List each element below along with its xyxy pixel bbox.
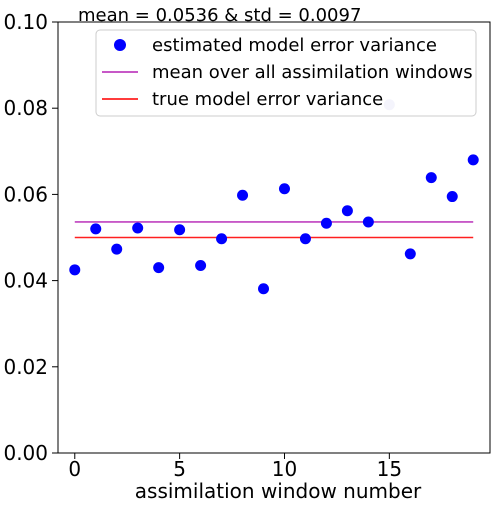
data-point [446, 191, 458, 203]
data-point [216, 233, 228, 245]
y-tick-label: 0.02 [3, 355, 48, 379]
legend-box [95, 29, 477, 117]
x-tick-label: 10 [272, 457, 297, 481]
y-tick-label: 0.10 [3, 10, 48, 34]
x-tick-label: 5 [173, 457, 186, 481]
data-point [320, 217, 332, 229]
x-tick-label: 15 [377, 457, 402, 481]
legend-entry: true model error variance [152, 89, 383, 110]
axes: 0 5 10 15 0.00 0.02 0.04 0.06 0.08 0.10 [3, 10, 402, 481]
data-point [404, 248, 416, 260]
data-point [425, 172, 437, 184]
data-point [174, 224, 186, 236]
data-point [132, 222, 144, 234]
data-point [299, 233, 311, 245]
data-point [237, 189, 249, 201]
data-point [341, 205, 353, 217]
data-point [153, 262, 165, 274]
x-tick-label: 0 [68, 457, 81, 481]
plot-frame [57, 21, 491, 454]
legend-entry: mean over all assimilation windows [152, 62, 473, 83]
data-point [195, 260, 207, 272]
plot-marks [69, 99, 479, 295]
data-point [69, 264, 81, 276]
y-tick-label: 0.04 [3, 269, 48, 293]
data-point [467, 154, 479, 166]
y-tick-label: 0.08 [3, 96, 48, 120]
data-point [111, 243, 123, 255]
chart-title: mean = 0.0536 & std = 0.0097 [78, 5, 361, 26]
x-axis-label: assimilation window number [135, 479, 422, 503]
data-point [258, 283, 270, 295]
data-point [362, 216, 374, 228]
y-tick-label: 0.00 [3, 441, 48, 465]
legend-entry: estimated model error variance [152, 35, 437, 56]
data-point [278, 183, 290, 195]
legend-marker [114, 39, 126, 51]
legend: estimated model error variance mean over … [95, 29, 477, 117]
data-point [90, 223, 102, 235]
y-tick-label: 0.06 [3, 182, 48, 206]
